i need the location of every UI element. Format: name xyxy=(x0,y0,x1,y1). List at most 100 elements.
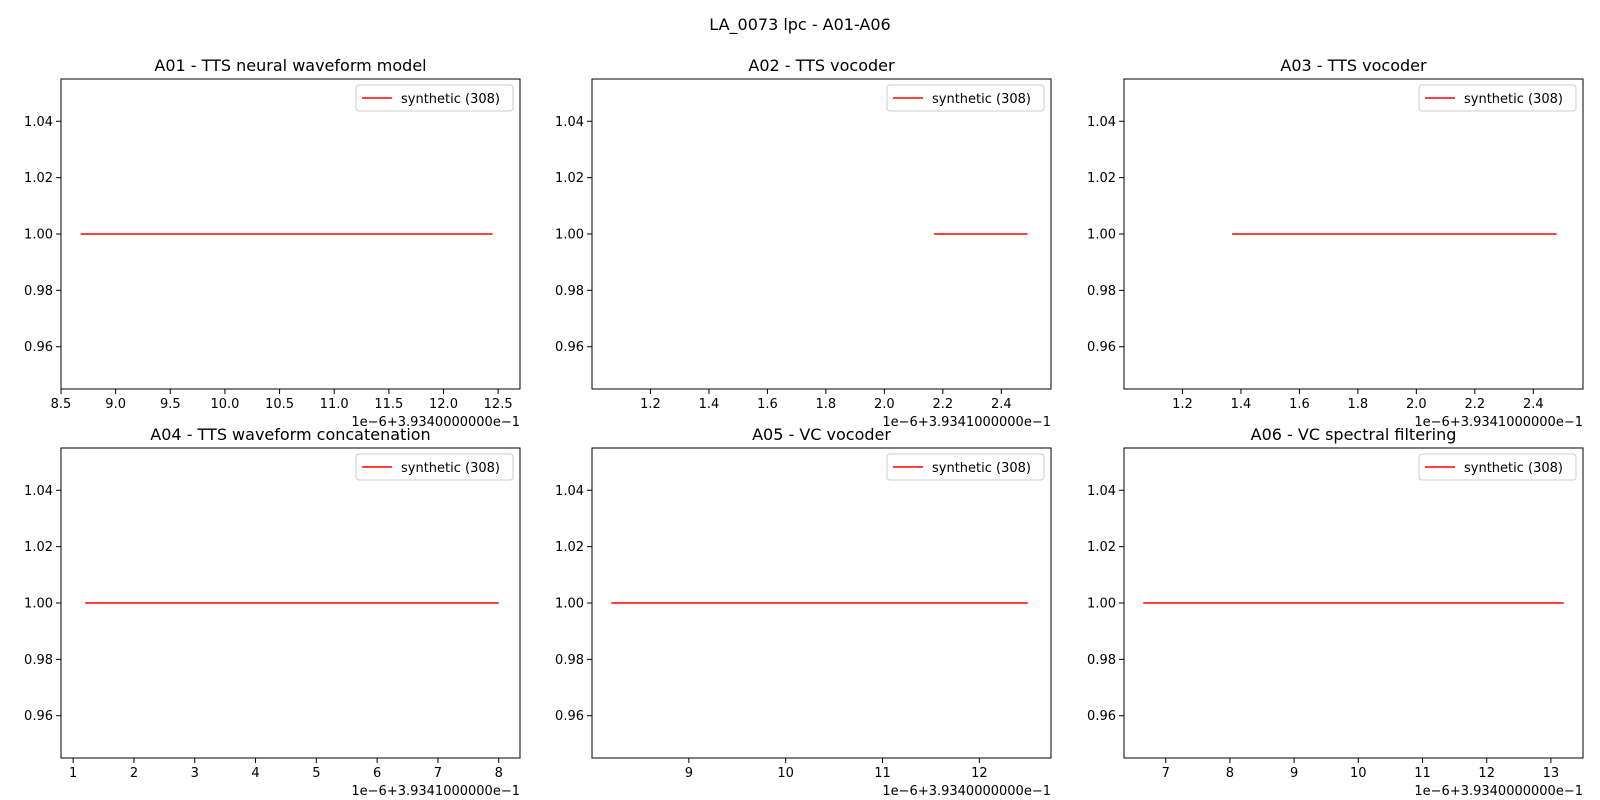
x-tick-label: 3 xyxy=(191,766,199,781)
x-tick-label: 2.0 xyxy=(1406,397,1427,412)
y-tick-label: 1.04 xyxy=(24,115,53,130)
x-tick-label: 2 xyxy=(130,766,138,781)
legend: synthetic (308) xyxy=(886,453,1045,481)
y-tick-label: 0.98 xyxy=(1087,653,1116,668)
subplot-grid: A01 - TTS neural waveform model 8.5 9.0 9.5… xyxy=(24,56,1584,799)
legend-box xyxy=(355,453,514,481)
x-tick-label: 12 xyxy=(1478,766,1495,781)
x-tick-label: 10.5 xyxy=(265,397,294,412)
legend-box xyxy=(1418,84,1577,112)
legend: synthetic (308) xyxy=(355,453,514,481)
legend-box xyxy=(355,84,514,112)
x-tick-label: 9.0 xyxy=(105,397,126,412)
y-tick-label: 0.96 xyxy=(1087,709,1116,724)
x-tick-label: 9 xyxy=(685,766,693,781)
legend-box xyxy=(1418,453,1577,481)
y-tick-label: 1.02 xyxy=(24,540,53,555)
x-tick-label: 4 xyxy=(251,766,259,781)
y-tick-label: 1.02 xyxy=(555,540,584,555)
y-tick-label: 1.00 xyxy=(1087,228,1116,243)
legend: synthetic (308) xyxy=(1418,84,1577,112)
x-tick-label: 2.0 xyxy=(874,397,895,412)
x-offset-label: 1e−6+3.9340000000e−1 xyxy=(1414,784,1583,799)
legend-label: synthetic (308) xyxy=(401,461,500,476)
x-tick-label: 1.4 xyxy=(699,397,720,412)
x-offset-label: 1e−6+3.9340000000e−1 xyxy=(351,415,520,430)
subplot-title: A01 - TTS neural waveform model xyxy=(154,56,426,75)
legend: synthetic (308) xyxy=(355,84,514,112)
y-tick-label: 1.00 xyxy=(1087,597,1116,612)
y-tick-label: 0.98 xyxy=(555,653,584,668)
x-tick-label: 2.4 xyxy=(1523,397,1544,412)
x-tick-label: 9.5 xyxy=(160,397,181,412)
x-offset-label: 1e−6+3.9340000000e−1 xyxy=(882,784,1051,799)
x-tick-label: 8.5 xyxy=(51,397,72,412)
subplot-title: A05 - VC vocoder xyxy=(752,425,891,444)
x-tick-label: 5 xyxy=(312,766,320,781)
legend-box xyxy=(886,453,1045,481)
x-tick-label: 10 xyxy=(777,766,794,781)
subplot-4: A04 - TTS waveform concatenation 1 2 3 4 5 6 7 8… xyxy=(24,425,521,799)
y-tick-label: 0.96 xyxy=(555,340,584,355)
legend-box xyxy=(886,84,1045,112)
x-tick-label: 1.6 xyxy=(1289,397,1310,412)
y-tick-label: 1.04 xyxy=(24,484,53,499)
subplot-title: A03 - TTS vocoder xyxy=(1280,56,1427,75)
y-tick-label: 1.02 xyxy=(1087,171,1116,186)
x-tick-label: 1.2 xyxy=(1172,397,1193,412)
legend-label: synthetic (308) xyxy=(1464,461,1563,476)
figure-suptitle: LA_0073 lpc - A01-A06 xyxy=(709,15,890,35)
y-tick-label: 1.00 xyxy=(24,228,53,243)
y-tick-label: 1.00 xyxy=(555,597,584,612)
x-tick-label: 13 xyxy=(1543,766,1560,781)
y-tick-label: 0.98 xyxy=(24,653,53,668)
x-tick-label: 2.2 xyxy=(1464,397,1485,412)
x-tick-label: 1.4 xyxy=(1231,397,1252,412)
x-tick-label: 11.0 xyxy=(320,397,349,412)
x-tick-label: 6 xyxy=(373,766,381,781)
x-tick-label: 1.8 xyxy=(1348,397,1369,412)
y-tick-label: 0.96 xyxy=(1087,340,1116,355)
subplot-title: A06 - VC spectral filtering xyxy=(1251,425,1457,444)
x-tick-label: 9 xyxy=(1290,766,1298,781)
legend-label: synthetic (308) xyxy=(932,92,1031,107)
y-tick-label: 1.04 xyxy=(555,484,584,499)
x-tick-label: 1.2 xyxy=(640,397,661,412)
x-tick-label: 10.0 xyxy=(210,397,239,412)
y-tick-label: 0.98 xyxy=(1087,284,1116,299)
y-tick-label: 1.02 xyxy=(24,171,53,186)
subplot-5: A05 - VC vocoder 9 10 11 12 0.96 0.98 1.00 1.02 1… xyxy=(555,425,1052,799)
y-tick-label: 0.96 xyxy=(24,340,53,355)
y-tick-label: 1.04 xyxy=(555,115,584,130)
subplot-title: A02 - TTS vocoder xyxy=(748,56,895,75)
x-tick-label: 11 xyxy=(1414,766,1431,781)
x-tick-label: 1.6 xyxy=(757,397,778,412)
x-offset-label: 1e−6+3.9341000000e−1 xyxy=(1414,415,1583,430)
x-tick-label: 12 xyxy=(971,766,988,781)
y-tick-label: 1.02 xyxy=(1087,540,1116,555)
subplot-1: A01 - TTS neural waveform model 8.5 9.0 9.5… xyxy=(24,56,521,430)
y-tick-label: 1.04 xyxy=(1087,484,1116,499)
subplot-3: A03 - TTS vocoder 1.2 1.4 1.6 1.8 2.0 2.2 2.4 0.… xyxy=(1087,56,1584,430)
legend-label: synthetic (308) xyxy=(401,92,500,107)
x-offset-label: 1e−6+3.9341000000e−1 xyxy=(351,784,520,799)
y-tick-label: 0.96 xyxy=(555,709,584,724)
y-tick-label: 1.00 xyxy=(555,228,584,243)
x-tick-label: 2.4 xyxy=(991,397,1012,412)
x-tick-label: 1 xyxy=(69,766,77,781)
x-offset-label: 1e−6+3.9341000000e−1 xyxy=(882,415,1051,430)
y-tick-label: 1.02 xyxy=(555,171,584,186)
y-tick-label: 1.04 xyxy=(1087,115,1116,130)
y-tick-label: 0.98 xyxy=(555,284,584,299)
x-tick-label: 8 xyxy=(495,766,503,781)
x-tick-label: 7 xyxy=(434,766,442,781)
y-tick-label: 1.00 xyxy=(24,597,53,612)
x-tick-label: 2.2 xyxy=(932,397,953,412)
x-tick-label: 12.5 xyxy=(484,397,513,412)
x-tick-label: 11.5 xyxy=(374,397,403,412)
x-tick-label: 11 xyxy=(874,766,891,781)
subplot-6: A06 - VC spectral filtering 7 8 9 10 11 12 13 0.… xyxy=(1087,425,1584,799)
legend: synthetic (308) xyxy=(886,84,1045,112)
y-tick-label: 0.98 xyxy=(24,284,53,299)
subplot-title: A04 - TTS waveform concatenation xyxy=(150,425,430,444)
